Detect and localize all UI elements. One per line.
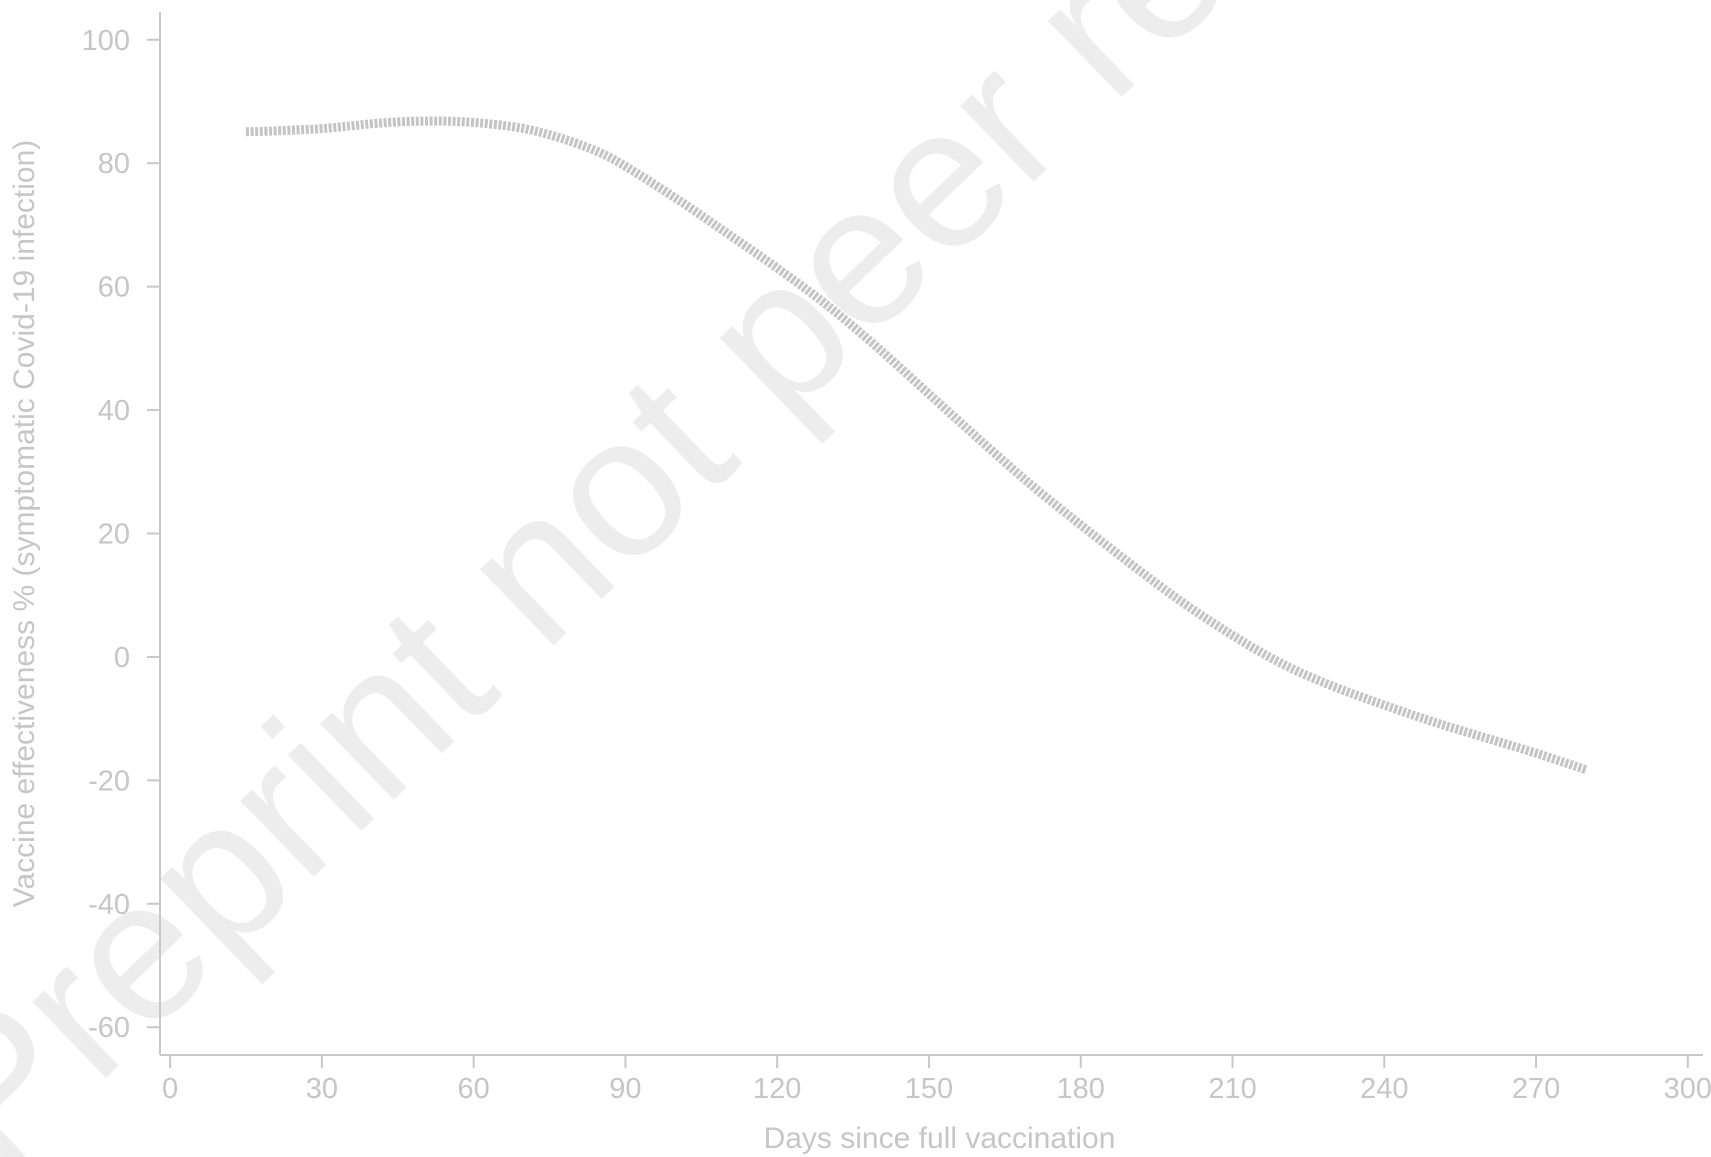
y-tick-label: -60: [88, 1012, 130, 1044]
y-tick-label: -20: [88, 765, 130, 797]
x-tick-label: 270: [1512, 1073, 1560, 1105]
y-tick-label: 40: [98, 395, 130, 427]
x-tick-label: 240: [1360, 1073, 1408, 1105]
y-tick-label: 0: [114, 642, 130, 674]
x-tick-label: 90: [609, 1073, 641, 1105]
x-tick-label: 180: [1057, 1073, 1105, 1105]
y-tick-label: 60: [98, 272, 130, 304]
x-tick-label: 120: [753, 1073, 801, 1105]
x-tick-label: 30: [306, 1073, 338, 1105]
x-tick-label: 300: [1664, 1073, 1711, 1105]
x-tick-label: 150: [905, 1073, 953, 1105]
x-axis-title: Days since full vaccination: [764, 1122, 1116, 1155]
series-line-0: [245, 116, 1589, 775]
x-tick-label: 60: [458, 1073, 490, 1105]
series-layer: [245, 116, 1589, 775]
y-tick-label: 100: [82, 25, 130, 57]
x-axis-ticks: 0 30 60 90 120 150 180 210 240 270 300: [162, 1055, 1711, 1105]
y-axis-ticks: 100 80 60 40 20 0 -20 -40 -60: [82, 25, 160, 1044]
y-tick-label: 20: [98, 519, 130, 551]
x-tick-label: 210: [1208, 1073, 1256, 1105]
y-tick-label: -40: [88, 889, 130, 921]
x-tick-label: 0: [162, 1073, 178, 1105]
y-axis-title: Vaccine effectiveness % (symptomatic Cov…: [8, 140, 41, 908]
y-tick-label: 80: [98, 148, 130, 180]
